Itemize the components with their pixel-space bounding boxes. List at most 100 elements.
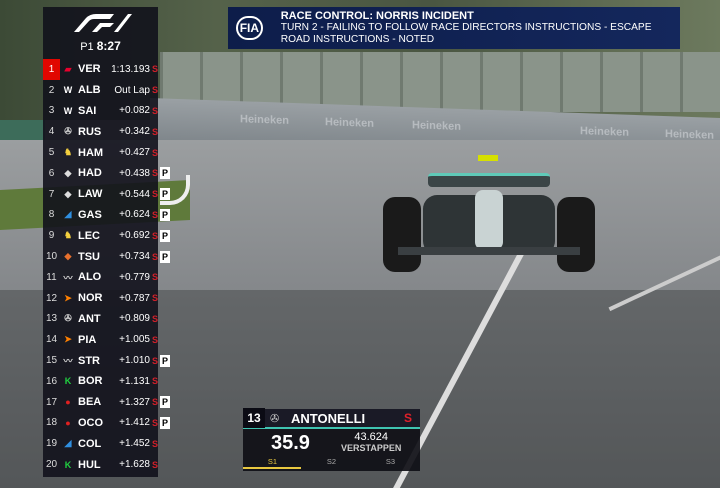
gap: +0.427 — [119, 147, 150, 159]
reference-driver: VERSTAPPEN — [341, 443, 402, 453]
position: 18 — [45, 417, 58, 429]
f1-logo — [43, 7, 158, 39]
sector-3: S3 — [385, 457, 396, 466]
sector-2: S2 — [326, 457, 337, 466]
banner: Heineken — [580, 125, 629, 139]
pit-indicator: P — [160, 229, 170, 242]
driver-code: HAD — [78, 167, 102, 180]
ferrari-logo-icon: ♞ — [63, 147, 73, 158]
tyre-compound: S — [151, 209, 158, 220]
gap: +0.779 — [119, 271, 150, 283]
mclaren-logo-icon: ➤ — [64, 292, 72, 303]
tyre-compound: S — [151, 85, 158, 96]
tyre-compound: S — [151, 168, 158, 179]
position: 14 — [45, 334, 58, 346]
timing-row: 19 ◢ COL +1.452 S — [43, 433, 158, 454]
red-bull-logo-icon: ▰ — [64, 63, 72, 74]
race-control-message: TURN 2 - FAILING TO FOLLOW RACE DIRECTOR… — [280, 22, 652, 45]
fia-logo: FIA — [236, 16, 263, 40]
tyre-compound: S — [151, 417, 158, 428]
timing-row: 5 ♞ HAM +0.427 S — [43, 142, 158, 163]
current-lap-time: 35.9 — [271, 431, 310, 454]
driver-code: PIA — [78, 333, 97, 346]
gap: +1.628 — [119, 459, 150, 471]
driver-code: HAM — [78, 146, 104, 159]
tyre-compound: S — [151, 334, 158, 345]
driver-code: VER — [78, 63, 101, 76]
pit-indicator: P — [160, 416, 170, 429]
session-clock: P1 8:27 — [43, 39, 158, 59]
position: 2 — [48, 84, 55, 96]
timing-row: 13 ✇ ANT +0.809 S — [43, 309, 158, 330]
haas-logo-icon: ● — [65, 417, 71, 428]
mclaren-logo-icon: ➤ — [64, 334, 72, 345]
driver-code: BOR — [78, 375, 103, 388]
banner: Heineken — [240, 113, 289, 127]
race-control-banner: FIA RACE CONTROL: NORRIS INCIDENT TURN 2… — [228, 7, 680, 49]
tyre-compound: S — [151, 313, 158, 324]
alpine-logo-icon: ◢ — [64, 438, 72, 449]
sector-1: S1 — [267, 457, 278, 466]
tyre-compound: S — [151, 105, 158, 116]
gap: +1.412 — [119, 417, 150, 429]
racing-bulls-logo-icon: ◆ — [64, 167, 72, 178]
pit-indicator: P — [160, 188, 170, 201]
timing-row: 12 ➤ NOR +0.787 S — [43, 288, 158, 309]
ferrari-logo-icon: ♞ — [63, 230, 73, 241]
sauber-logo-icon: K — [64, 376, 72, 387]
driver-code: STR — [78, 354, 100, 367]
alpine-logo-icon: ◢ — [64, 209, 72, 220]
driver-code: COL — [78, 437, 102, 450]
gap: +0.438 — [119, 167, 150, 179]
tyre-compound: S — [151, 126, 158, 137]
gap: +1.010 — [119, 355, 150, 367]
driver-number: 13 — [243, 408, 265, 428]
timing-row: 16 K BOR +1.131 S — [43, 371, 158, 392]
timing-row: 2 W ALB Out Lap S — [43, 80, 158, 101]
position: 6 — [48, 167, 55, 179]
tyre-compound: S — [151, 293, 158, 304]
reference-time: 43.624 — [354, 431, 388, 443]
williams-logo-icon: W — [63, 85, 73, 96]
position: 15 — [45, 355, 58, 367]
williams-logo-icon: W — [63, 105, 73, 116]
tyre-compound: S — [151, 251, 158, 262]
tyre-compound: S — [151, 189, 158, 200]
position: 11 — [46, 271, 57, 283]
driver-code: ANT — [78, 312, 101, 325]
tyre-compound: S — [151, 376, 158, 387]
pit-indicator: P — [160, 167, 170, 180]
sector-progress-bar — [243, 467, 302, 469]
driver-code: ALO — [78, 271, 102, 284]
position: 4 — [48, 126, 55, 138]
timing-row: 14 ➤ PIA +1.005 S — [43, 329, 158, 350]
pit-indicator: P — [160, 396, 170, 409]
pit-indicator: P — [160, 354, 170, 367]
aston-martin-logo-icon: 〰 — [63, 272, 73, 283]
tyre-compound: S — [151, 355, 158, 366]
position: 3 — [48, 105, 55, 117]
position: 13 — [45, 313, 58, 325]
banner: Heineken — [412, 119, 461, 133]
mercedes-logo-icon: ✇ — [270, 413, 280, 425]
tyre-compound: S — [151, 438, 158, 449]
timing-row: 20 K HUL +1.628 S — [43, 454, 158, 475]
gap: 1:13.193 — [111, 63, 150, 75]
driver-code: HUL — [78, 458, 101, 471]
timing-row: 4 ✇ RUS +0.342 S — [43, 121, 158, 142]
driver-code: TSU — [78, 250, 100, 263]
driver-code: ALB — [78, 84, 101, 97]
pit-indicator: P — [160, 208, 170, 221]
gap: +0.787 — [119, 292, 150, 304]
tyre-compound: S — [151, 459, 158, 470]
position: 17 — [45, 396, 58, 408]
gap: Out Lap — [114, 84, 150, 96]
driver-code: GAS — [78, 208, 102, 221]
driver-code: LAW — [78, 188, 103, 201]
tyre-compound: S — [151, 147, 158, 158]
driver-code: SAI — [78, 104, 97, 117]
driver-code: BEA — [78, 396, 102, 409]
